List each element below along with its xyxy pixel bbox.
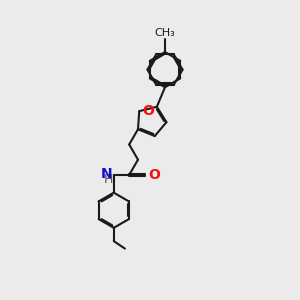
Text: CH₃: CH₃	[154, 28, 176, 38]
Text: O: O	[142, 104, 154, 118]
Text: O: O	[148, 168, 160, 182]
Text: N: N	[101, 167, 113, 182]
Text: H: H	[103, 173, 113, 186]
